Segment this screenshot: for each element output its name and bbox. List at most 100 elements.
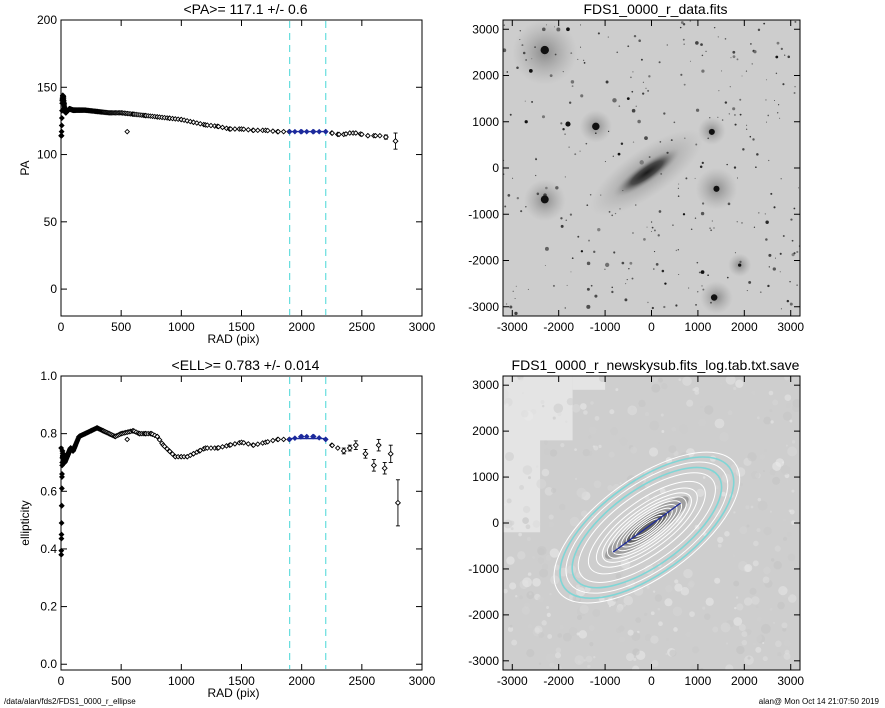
pa-plot-point bbox=[227, 126, 234, 132]
ellipse-image-isophote bbox=[601, 492, 692, 563]
data-image-star bbox=[544, 265, 546, 267]
ellipse-image-texture bbox=[735, 596, 739, 599]
data-image-star bbox=[570, 271, 572, 273]
data-image-star bbox=[535, 157, 537, 159]
data-image-star bbox=[753, 50, 757, 54]
data-image-bright-star bbox=[700, 270, 705, 274]
data-image-star bbox=[776, 41, 780, 45]
data-image-star bbox=[684, 137, 686, 139]
ellipse-image-texture bbox=[648, 447, 659, 457]
ellipse-image-texture bbox=[610, 427, 619, 436]
data-image-bright-star bbox=[617, 152, 621, 156]
data-image-star bbox=[568, 146, 570, 148]
ellipse-image-texture bbox=[607, 485, 614, 491]
ellipse-image-masked-region bbox=[503, 376, 573, 533]
data-image-star bbox=[779, 117, 781, 119]
ellipse-image-texture bbox=[714, 577, 721, 584]
ellipticity-plot-ytick-label: 1.0 bbox=[40, 369, 57, 383]
ellipse-image-texture bbox=[538, 632, 545, 639]
ellipse-image-texture bbox=[568, 627, 578, 636]
data-image-star bbox=[756, 153, 759, 156]
data-image-bright-star bbox=[708, 128, 715, 135]
ellipse-image-texture bbox=[588, 435, 592, 439]
data-image-star bbox=[568, 101, 572, 104]
data-image-star bbox=[570, 80, 575, 84]
ellipse-image-texture bbox=[652, 590, 656, 593]
data-image-star bbox=[651, 226, 654, 229]
data-image-star bbox=[729, 86, 731, 88]
ellipse-image-texture bbox=[537, 557, 545, 564]
ellipse-image-texture bbox=[609, 439, 614, 445]
data-image-star bbox=[616, 51, 619, 54]
data-image-star bbox=[709, 227, 711, 230]
ellipse-image-texture bbox=[503, 519, 513, 529]
ellipse-image-texture bbox=[682, 376, 692, 386]
data-image-star bbox=[752, 138, 755, 141]
ellipticity-plot-point bbox=[208, 445, 214, 451]
ellipticity-plot-point bbox=[197, 447, 204, 454]
ellipse-image-texture bbox=[575, 584, 580, 589]
ellipse-image-texture bbox=[733, 386, 737, 391]
ellipse-image-texture bbox=[583, 659, 586, 662]
data-image-star bbox=[519, 39, 521, 41]
data-image-image bbox=[503, 20, 800, 316]
data-image-star bbox=[683, 43, 685, 46]
data-image-star bbox=[525, 59, 528, 61]
ellipse-image-fit-isophote bbox=[559, 456, 735, 599]
ellipse-image-xtick-label: -1000 bbox=[590, 674, 621, 688]
data-image-star bbox=[574, 153, 577, 156]
data-image-star bbox=[726, 276, 729, 279]
data-image-star bbox=[678, 274, 680, 276]
ellipse-image-texture bbox=[699, 405, 703, 409]
ellipse-image-texture bbox=[690, 664, 696, 670]
ellipse-image-texture bbox=[638, 449, 647, 457]
ellipse-image-texture bbox=[650, 635, 659, 644]
ellipse-image-isophote bbox=[565, 461, 729, 594]
ellipse-image-texture bbox=[685, 631, 691, 638]
data-image-bright-star bbox=[565, 121, 571, 127]
data-image-star bbox=[524, 100, 526, 102]
ellipse-image-texture bbox=[537, 545, 547, 556]
ellipse-image-texture bbox=[625, 653, 634, 662]
data-image-star bbox=[542, 27, 546, 32]
data-image-star bbox=[768, 266, 770, 268]
ellipticity-plot-point bbox=[334, 445, 341, 451]
ellipticity-plot-point bbox=[169, 451, 176, 457]
data-image-star bbox=[509, 113, 512, 116]
ellipse-image-texture bbox=[752, 633, 763, 643]
data-image-star bbox=[519, 30, 522, 32]
data-image-star bbox=[789, 281, 791, 283]
ellipse-image-texture bbox=[686, 399, 694, 407]
ellipticity-plot-point bbox=[58, 502, 65, 509]
pa-plot-point bbox=[232, 126, 238, 132]
data-image-star bbox=[764, 213, 767, 215]
data-image-star bbox=[560, 122, 563, 125]
data-image-star bbox=[522, 51, 526, 55]
data-image-star bbox=[763, 22, 766, 25]
ellipse-image-texture bbox=[787, 594, 797, 603]
ellipse-image-texture bbox=[665, 637, 670, 642]
data-image-star bbox=[627, 45, 630, 48]
data-image-star bbox=[695, 108, 700, 112]
data-image-star bbox=[586, 287, 590, 291]
ellipse-image-texture bbox=[696, 409, 702, 415]
data-image-xtick-label: -3000 bbox=[497, 320, 528, 334]
data-image-star bbox=[509, 305, 513, 309]
data-image-star bbox=[688, 287, 690, 289]
ellipse-image-texture bbox=[760, 623, 771, 634]
pa-plot-point bbox=[58, 122, 65, 129]
data-image-star bbox=[746, 124, 748, 126]
data-image-star bbox=[648, 75, 651, 78]
ellipse-image-xtick-label: -2000 bbox=[543, 674, 574, 688]
ellipse-image-texture bbox=[683, 568, 693, 579]
data-image-star bbox=[642, 81, 644, 83]
data-image-star bbox=[673, 121, 676, 124]
data-image-star bbox=[644, 136, 648, 140]
ellipse-image-texture bbox=[536, 478, 547, 489]
data-image-star bbox=[678, 183, 680, 185]
ellipse-image-texture bbox=[661, 383, 668, 390]
pa-plot-point bbox=[190, 119, 197, 126]
data-image-star bbox=[720, 70, 723, 72]
data-image-star bbox=[638, 39, 641, 43]
data-image-star bbox=[746, 128, 748, 130]
